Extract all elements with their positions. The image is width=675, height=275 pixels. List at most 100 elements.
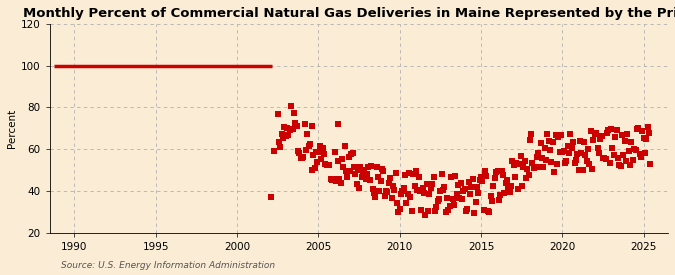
Point — [557, 149, 568, 154]
Point — [534, 165, 545, 170]
Point — [514, 161, 524, 166]
Point — [405, 194, 416, 199]
Point — [499, 191, 510, 196]
Point — [423, 208, 433, 213]
Point — [593, 150, 604, 155]
Point — [455, 181, 466, 185]
Point — [306, 124, 317, 128]
Point — [312, 160, 323, 164]
Point — [570, 158, 581, 162]
Point — [622, 132, 632, 137]
Point — [439, 185, 450, 189]
Point — [273, 139, 284, 144]
Point — [353, 168, 364, 172]
Point — [401, 201, 412, 205]
Point — [381, 189, 392, 193]
Point — [526, 132, 537, 137]
Point — [483, 209, 493, 213]
Point — [479, 208, 489, 213]
Point — [519, 159, 530, 163]
Point — [332, 122, 343, 126]
Point — [427, 182, 437, 186]
Point — [564, 150, 574, 155]
Point — [417, 185, 428, 190]
Point — [280, 134, 291, 139]
Point — [292, 148, 303, 153]
Point — [313, 150, 324, 154]
Point — [639, 136, 649, 140]
Point — [535, 141, 546, 146]
Point — [356, 174, 367, 179]
Point — [476, 175, 487, 180]
Point — [387, 184, 398, 188]
Point — [323, 163, 333, 167]
Point — [291, 124, 302, 128]
Point — [462, 206, 472, 211]
Point — [300, 148, 311, 152]
Point — [485, 194, 496, 198]
Point — [460, 208, 471, 213]
Point — [491, 169, 502, 174]
Point — [520, 176, 531, 180]
Point — [338, 165, 349, 169]
Point — [375, 179, 386, 183]
Point — [636, 154, 647, 159]
Point — [355, 165, 366, 169]
Point — [472, 185, 483, 189]
Point — [450, 174, 460, 178]
Point — [329, 150, 340, 154]
Point — [358, 173, 369, 177]
Point — [317, 146, 328, 150]
Point — [492, 169, 503, 173]
Point — [541, 158, 551, 162]
Point — [306, 167, 317, 172]
Point — [364, 178, 375, 182]
Point — [470, 200, 481, 204]
Point — [325, 177, 336, 181]
Point — [538, 164, 549, 169]
Point — [629, 147, 640, 152]
Point — [333, 177, 344, 182]
Point — [444, 204, 455, 208]
Point — [604, 160, 615, 165]
Point — [578, 140, 589, 145]
Point — [366, 164, 377, 168]
Point — [573, 168, 584, 172]
Point — [397, 189, 408, 193]
Point — [599, 156, 610, 161]
Point — [518, 165, 529, 169]
Point — [298, 155, 308, 160]
Point — [342, 175, 353, 179]
Point — [584, 162, 595, 166]
Point — [286, 104, 296, 108]
Point — [374, 189, 385, 194]
Point — [412, 188, 423, 192]
Point — [640, 151, 651, 156]
Point — [363, 165, 374, 169]
Point — [383, 181, 394, 185]
Point — [378, 169, 389, 173]
Point — [268, 149, 279, 153]
Point — [350, 172, 361, 176]
Point — [565, 131, 576, 136]
Point — [294, 150, 304, 155]
Point — [576, 151, 587, 155]
Point — [362, 172, 373, 176]
Point — [295, 155, 306, 160]
Point — [589, 132, 600, 136]
Point — [558, 149, 569, 153]
Point — [466, 185, 477, 189]
Point — [428, 174, 439, 179]
Point — [624, 163, 635, 167]
Point — [315, 144, 325, 148]
Point — [284, 128, 295, 132]
Point — [643, 125, 653, 130]
Point — [431, 205, 441, 209]
Point — [547, 140, 558, 144]
Point — [359, 168, 370, 172]
Point — [316, 157, 327, 161]
Point — [393, 209, 404, 214]
Point — [603, 127, 614, 132]
Point — [340, 144, 350, 148]
Point — [308, 153, 319, 157]
